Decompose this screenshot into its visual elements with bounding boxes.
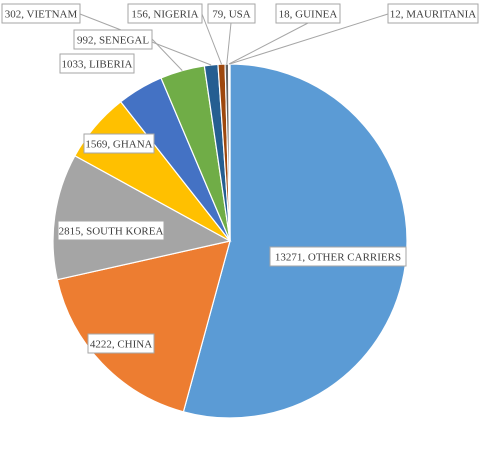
data-label-text: 4222, CHINA [90,339,152,351]
data-label-text: 12, MAURITANIA [390,9,477,21]
data-label-text: 18, GUINEA [279,9,338,21]
data-label-vietnam: 302, VIETNAM [1,3,81,24]
data-label-nigeria: 156, NIGERIA [127,3,203,24]
data-label-text: 1033, LIBERIA [62,59,133,71]
data-label-senegal: 992, SENEGAL [73,29,153,50]
data-label-south-korea: 2815, SOUTH KOREA [57,220,165,241]
data-label-text: 156, NIGERIA [131,9,198,21]
data-label-box [269,246,407,267]
leader-line-usa [226,22,232,65]
data-label-box [127,3,203,24]
data-label-china: 4222, CHINA [87,333,155,354]
data-label-box [87,333,155,354]
data-label-box [1,3,81,24]
data-label-box [59,53,135,74]
data-label-box [207,3,256,24]
data-label-text: 2815, SOUTH KOREA [59,226,164,238]
leader-line-guinea [228,22,309,65]
pie-slice-china [56,240,231,413]
data-label-text: 1569, GHANA [85,139,152,151]
data-label-other-carriers: 13271, OTHER CARRIERS [269,246,407,267]
leader-line-mauritania [229,13,389,65]
data-label-text: 992, SENEGAL [77,35,149,47]
data-label-text: 79, USA [212,9,251,21]
pie-slice-south-korea [52,154,232,281]
data-label-liberia: 1033, LIBERIA [59,53,135,74]
data-label-box [275,3,341,24]
data-label-box [387,3,479,24]
data-label-guinea: 18, GUINEA [275,3,341,24]
data-label-text: 13271, OTHER CARRIERS [275,252,401,264]
leader-line-nigeria [201,13,222,65]
pie-slices [52,63,408,419]
data-label-box [73,29,153,50]
data-label-box [83,133,155,154]
data-label-ghana: 1569, GHANA [83,133,155,154]
pie-slice-mauritania [228,63,231,242]
data-labels: 13271, OTHER CARRIERS 4222, CHINA 2815, SO… [1,3,479,354]
data-label-mauritania: 12, MAURITANIA [387,3,479,24]
data-label-usa: 79, USA [207,3,256,24]
data-label-box [57,220,165,241]
data-label-text: 302, VIETNAM [5,9,78,21]
